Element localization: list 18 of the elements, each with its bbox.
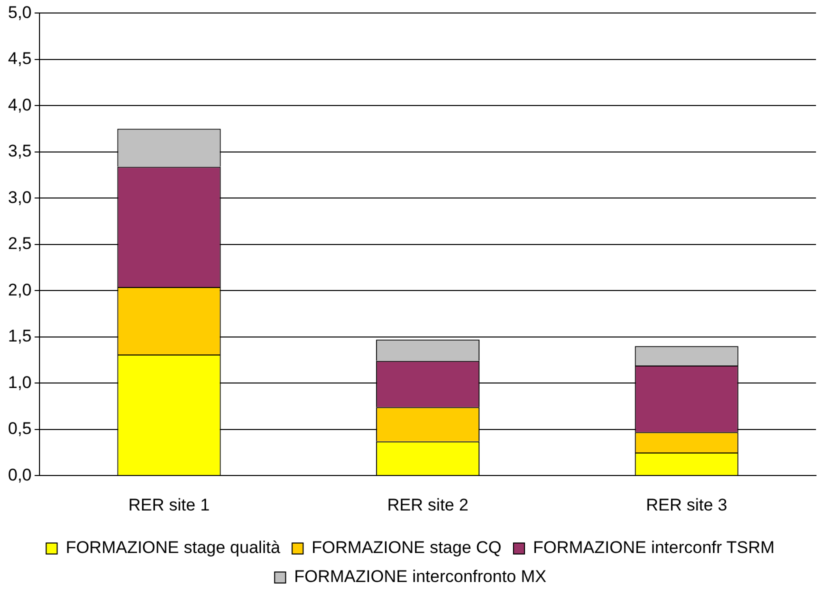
y-tick-label: 1,0 bbox=[8, 372, 32, 392]
y-tick-label: 2,5 bbox=[8, 234, 32, 254]
y-tick-label: 5,0 bbox=[8, 2, 32, 22]
legend-label: FORMAZIONE interconfronto MX bbox=[294, 567, 546, 586]
x-tick-label: RER site 3 bbox=[646, 495, 728, 514]
y-tick-label: 1,5 bbox=[8, 326, 32, 346]
y-tick-label: 3,0 bbox=[8, 188, 32, 207]
y-tick-label: 2,0 bbox=[8, 280, 32, 300]
legend-label: FORMAZIONE stage qualità bbox=[66, 538, 281, 558]
y-tick-label: 4,5 bbox=[8, 49, 32, 68]
x-tick-label: RER site 1 bbox=[128, 495, 210, 514]
legend-label: FORMAZIONE stage CQ bbox=[312, 538, 502, 558]
legend-label: FORMAZIONE interconfr TSRM bbox=[533, 538, 775, 558]
y-tick-label: 4,0 bbox=[8, 95, 32, 114]
x-tick-label: RER site 2 bbox=[387, 495, 468, 514]
y-tick-label: 0,5 bbox=[8, 419, 32, 438]
y-tick-label: 0,0 bbox=[8, 465, 32, 484]
y-tick-label: 3,5 bbox=[8, 142, 32, 161]
